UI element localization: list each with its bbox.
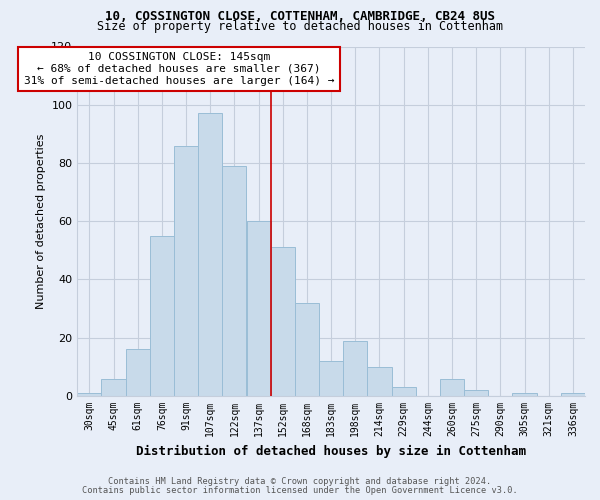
Bar (150, 236, 174, 396)
Bar (367, 367, 392, 396)
Bar (512, 393, 536, 396)
Bar (464, 390, 488, 396)
Bar (295, 303, 319, 396)
Bar (198, 114, 223, 396)
X-axis label: Distribution of detached houses by size in Cottenham: Distribution of detached houses by size … (136, 444, 526, 458)
Bar (101, 378, 125, 396)
Bar (77, 393, 101, 396)
Bar (174, 146, 198, 396)
Bar (440, 378, 464, 396)
Text: 10 COSSINGTON CLOSE: 145sqm
← 68% of detached houses are smaller (367)
31% of se: 10 COSSINGTON CLOSE: 145sqm ← 68% of det… (23, 52, 334, 86)
Bar (271, 248, 295, 396)
Y-axis label: Number of detached properties: Number of detached properties (36, 134, 46, 309)
Bar (319, 361, 343, 396)
Bar (223, 166, 247, 396)
Bar (392, 387, 416, 396)
Bar (343, 340, 367, 396)
Bar (561, 393, 585, 396)
Bar (125, 350, 150, 396)
Bar (247, 221, 271, 396)
Text: Size of property relative to detached houses in Cottenham: Size of property relative to detached ho… (97, 20, 503, 33)
Text: 10, COSSINGTON CLOSE, COTTENHAM, CAMBRIDGE, CB24 8US: 10, COSSINGTON CLOSE, COTTENHAM, CAMBRID… (105, 10, 495, 23)
Text: Contains public sector information licensed under the Open Government Licence v3: Contains public sector information licen… (82, 486, 518, 495)
Text: Contains HM Land Registry data © Crown copyright and database right 2024.: Contains HM Land Registry data © Crown c… (109, 477, 491, 486)
